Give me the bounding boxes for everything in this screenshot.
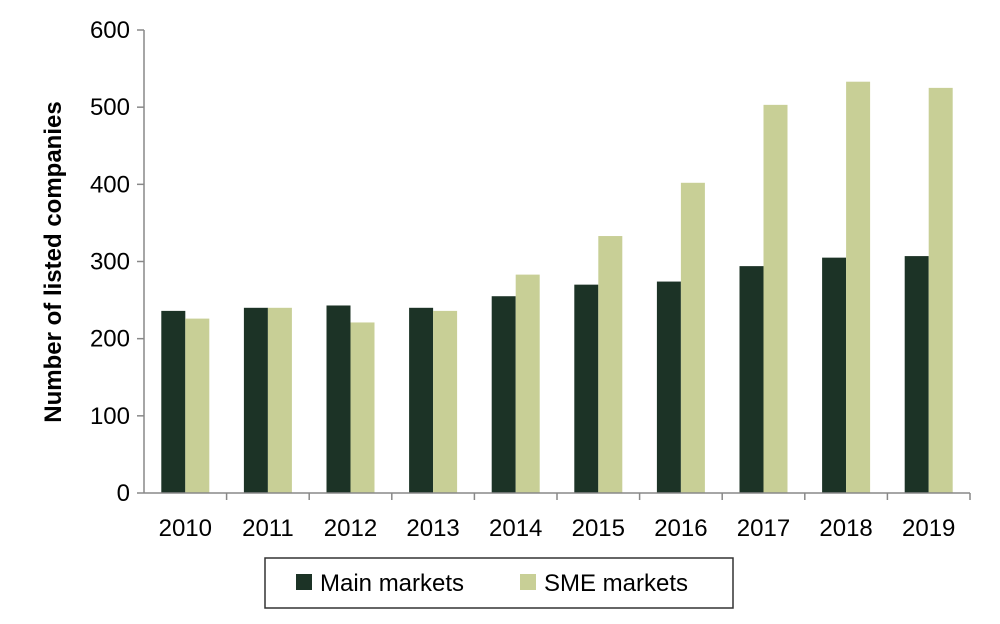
y-tick-label: 100 <box>90 403 130 430</box>
x-tick-label: 2017 <box>737 515 790 542</box>
bar-main-markets-2012 <box>326 305 351 493</box>
x-tick-label: 2011 <box>242 515 294 542</box>
bars <box>161 81 953 494</box>
bar-sme-markets-2018 <box>846 81 871 494</box>
legend-swatch-sme-markets <box>520 574 536 590</box>
bar-sme-markets-2015 <box>598 236 623 493</box>
y-tick-label: 500 <box>90 94 130 121</box>
legend-box <box>264 557 734 609</box>
y-axis-title: Number of listed companies <box>40 101 67 422</box>
bar-sme-markets-2014 <box>515 274 540 493</box>
legend-label-sme-markets: SME markets <box>544 570 688 597</box>
bar-sme-markets-2013 <box>433 310 458 493</box>
bar-main-markets-2017 <box>739 266 764 493</box>
x-tick-label: 2015 <box>572 515 625 542</box>
y-axis-ticks: 0 100 200 300 400 500 600 <box>90 17 144 507</box>
bar-sme-markets-2017 <box>763 104 788 493</box>
x-tick-label: 2016 <box>654 515 707 542</box>
y-tick-label: 300 <box>90 249 130 276</box>
bar-main-markets-2016 <box>656 281 681 493</box>
x-tick-label: 2019 <box>902 515 955 542</box>
y-tick-label: 200 <box>90 326 130 353</box>
bar-sme-markets-2011 <box>267 307 292 493</box>
y-tick-label: 600 <box>90 17 130 44</box>
bar-sme-markets-2012 <box>350 322 375 493</box>
x-tick-label: 2014 <box>489 515 542 542</box>
x-tick-label: 2013 <box>406 515 459 542</box>
x-tick-label: 2010 <box>159 515 212 542</box>
bar-main-markets-2019 <box>904 256 929 493</box>
x-tick-label: 2018 <box>819 515 872 542</box>
x-tick-label: 2012 <box>324 515 377 542</box>
bar-main-markets-2011 <box>243 307 268 493</box>
legend: Main markets SME markets <box>264 557 734 609</box>
bar-main-markets-2018 <box>822 257 847 493</box>
bar-main-markets-2013 <box>409 307 434 493</box>
bar-main-markets-2015 <box>574 284 599 493</box>
bar-sme-markets-2010 <box>185 318 210 493</box>
bar-main-markets-2014 <box>491 296 516 493</box>
bar-sme-markets-2019 <box>928 87 953 493</box>
bar-sme-markets-2016 <box>680 182 705 494</box>
y-tick-label: 0 <box>117 480 130 507</box>
y-tick-label: 400 <box>90 171 130 198</box>
bar-main-markets-2010 <box>161 310 186 493</box>
x-axis-ticks: 2010 2011 2012 2013 2014 2015 2016 2017 2018 2019 <box>159 493 971 542</box>
legend-label-main-markets: Main markets <box>320 570 464 597</box>
legend-swatch-main-markets <box>296 574 312 590</box>
